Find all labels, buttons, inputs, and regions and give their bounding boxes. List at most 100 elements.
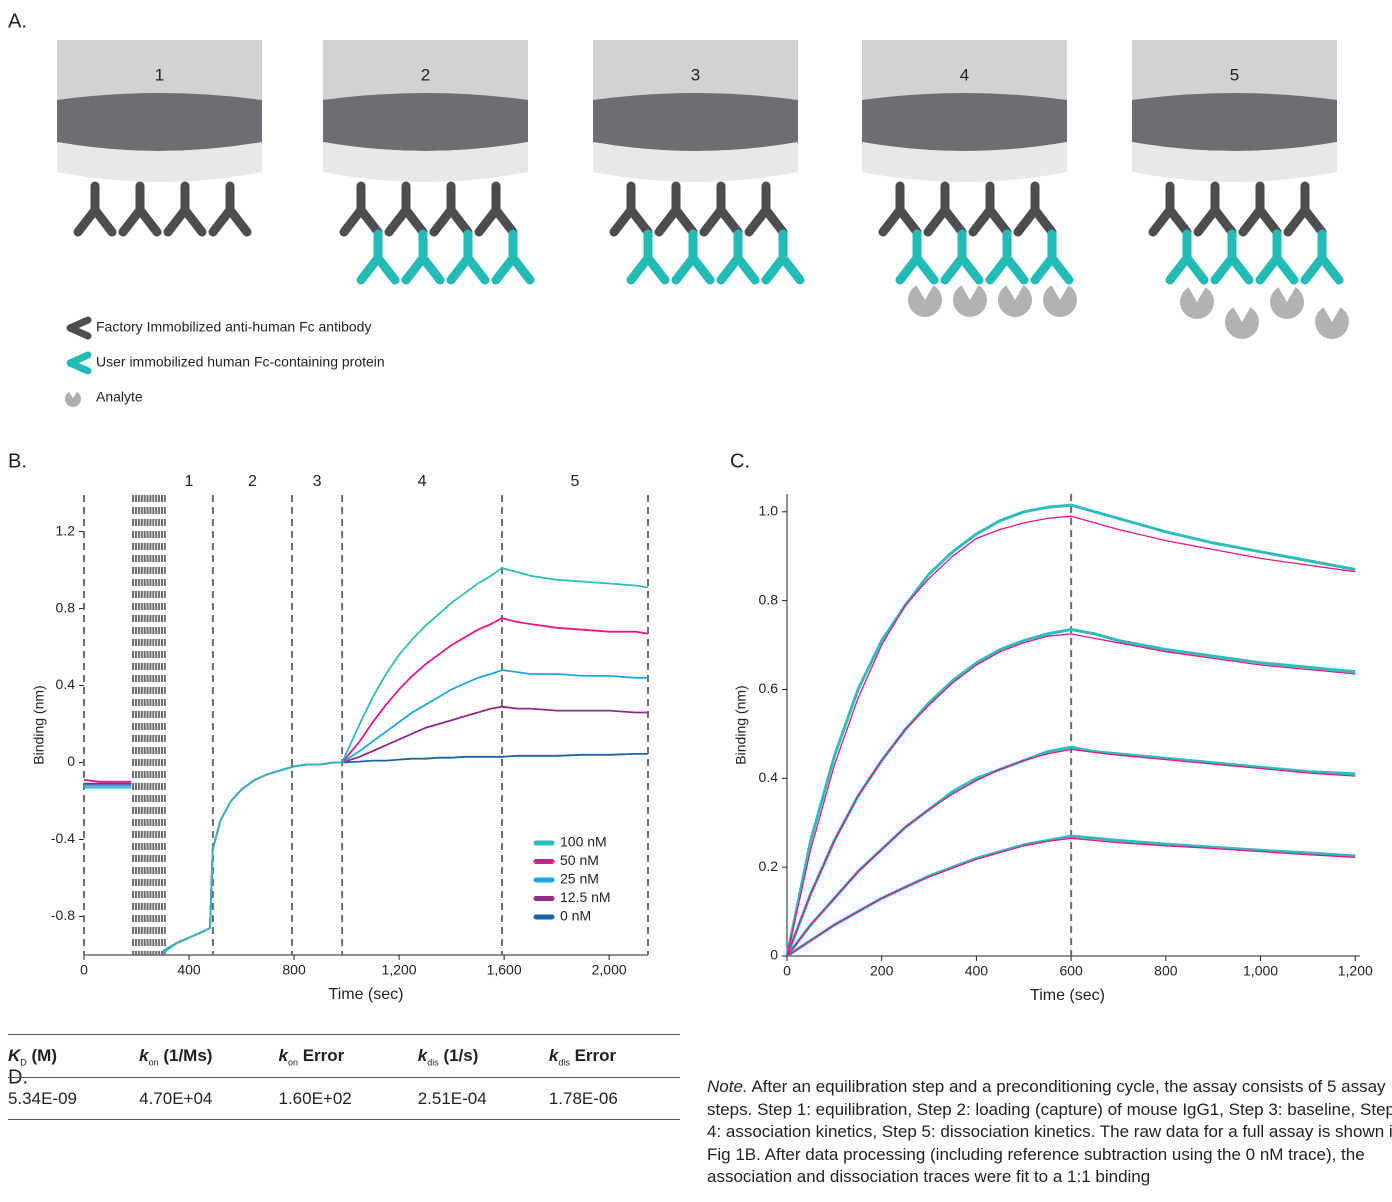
x-tick-label: 1,600 <box>487 962 522 978</box>
antibody-icon <box>70 320 88 336</box>
analyte <box>998 285 1032 317</box>
table-cell: 1.78E-06 <box>549 1078 680 1120</box>
anti-fc-antibody <box>479 186 513 232</box>
legend-label: 12.5 nM <box>560 889 611 905</box>
analyte-icon <box>65 392 81 407</box>
analyte <box>1225 307 1259 339</box>
header-symbol: k <box>279 1046 288 1065</box>
step-label: 3 <box>313 473 322 490</box>
y-tick-label: 0.2 <box>759 858 779 874</box>
y-tick-label: 1.2 <box>56 522 76 538</box>
x-tick-label: 0 <box>80 962 88 978</box>
anti-fc-antibody <box>614 186 648 232</box>
fc-protein <box>1035 234 1069 280</box>
x-tick-label: 1,000 <box>1243 963 1278 979</box>
anti-fc-antibody <box>434 186 468 232</box>
legend-label: 100 nM <box>560 834 607 850</box>
table-cell: 4.70E+04 <box>139 1078 278 1120</box>
header-subscript: on <box>288 1057 298 1067</box>
y-tick-label: -0.4 <box>51 830 75 846</box>
fc-protein <box>451 234 485 280</box>
sensor-number: 4 <box>960 65 969 84</box>
anti-fc-antibody <box>389 186 423 232</box>
fc-protein <box>900 234 934 280</box>
x-tick-label: 800 <box>1154 963 1178 979</box>
page: {"panel_labels": ["A.", "B.", "C.", "D."… <box>0 0 1392 1202</box>
panel-label: C. <box>730 450 750 472</box>
y-axis-title: Binding (nm) <box>31 685 47 764</box>
anti-fc-antibody <box>704 186 738 232</box>
column-header: KD (M) <box>8 1035 139 1078</box>
fc-protein <box>721 234 755 280</box>
x-tick-label: 600 <box>1059 963 1083 979</box>
analyte <box>908 285 942 317</box>
x-tick-label: 0 <box>783 963 791 979</box>
x-tick-label: 2,000 <box>592 962 627 978</box>
note-lead: Note. <box>707 1077 748 1096</box>
fc-protein <box>945 234 979 280</box>
column-header: kdis (1/s) <box>418 1035 549 1078</box>
analyte <box>1315 307 1349 339</box>
column-header: kdis Error <box>549 1035 680 1078</box>
analyte <box>1270 287 1304 319</box>
fc-protein <box>676 234 710 280</box>
fc-protein <box>990 234 1024 280</box>
analyte <box>1180 287 1214 319</box>
anti-fc-antibody <box>1288 186 1322 232</box>
header-subscript: D <box>20 1057 27 1067</box>
y-tick-label: 1.0 <box>759 502 779 518</box>
header-unit: Error <box>303 1046 345 1065</box>
legend-label: 50 nM <box>560 852 599 868</box>
header-symbol: k <box>139 1046 148 1065</box>
anti-fc-antibody <box>659 186 693 232</box>
anti-fc-antibody <box>928 186 962 232</box>
legend-text: Factory Immobilized anti-human Fc antibo… <box>96 319 371 335</box>
anti-fc-antibody <box>1018 186 1052 232</box>
y-tick-label: 0.8 <box>56 599 76 615</box>
sensor-number: 3 <box>691 65 700 84</box>
anti-fc-antibody <box>344 186 378 232</box>
sensor-band <box>593 93 798 151</box>
header-symbol: k <box>549 1046 558 1065</box>
figure: A. B. C. D. Factory Immobilized anti-hum… <box>0 0 1392 1202</box>
step-label: 4 <box>418 473 427 490</box>
legend-label: 25 nM <box>560 871 599 887</box>
sensor: 1 <box>57 40 262 232</box>
sensor-number: 1 <box>155 65 164 84</box>
y-tick-label: 0 <box>67 753 75 769</box>
fc-protein <box>361 234 395 280</box>
sensor-band <box>323 93 528 151</box>
sensor-band <box>1132 93 1337 151</box>
legend-text: User immobilized human Fc-containing pro… <box>96 354 385 370</box>
anti-fc-antibody <box>1243 186 1277 232</box>
sensor-number: 5 <box>1230 65 1239 84</box>
header-unit: (1/s) <box>443 1046 478 1065</box>
sensor: 2 <box>323 40 530 280</box>
x-tick-label: 400 <box>177 962 201 978</box>
step-label: 5 <box>571 473 580 490</box>
header-subscript: dis <box>427 1057 439 1067</box>
note: Note. After an equilibration step and a … <box>707 1076 1392 1189</box>
anti-fc-antibody <box>1198 186 1232 232</box>
y-tick-label: 0.6 <box>759 680 779 696</box>
table-cell: 2.51E-04 <box>418 1078 549 1120</box>
anti-fc-antibody <box>213 186 247 232</box>
header-unit: (1/Ms) <box>163 1046 212 1065</box>
anti-fc-antibody <box>78 186 112 232</box>
x-tick-label: 400 <box>965 963 989 979</box>
anti-fc-antibody <box>973 186 1007 232</box>
sensor-band <box>862 93 1067 151</box>
protein-icon <box>70 355 88 371</box>
analyte <box>953 285 987 317</box>
diagram-legend: Factory Immobilized anti-human Fc antibo… <box>65 319 385 407</box>
x-tick-label: 800 <box>282 962 306 978</box>
table-cell: 5.34E-09 <box>8 1078 139 1120</box>
sensor: 5 <box>1132 40 1349 339</box>
column-header: kon Error <box>279 1035 418 1078</box>
step-label: 1 <box>184 473 193 490</box>
header-subscript: dis <box>558 1057 570 1067</box>
x-axis-title: Time (sec) <box>329 986 404 1003</box>
x-tick-label: 1,200 <box>382 962 417 978</box>
panel-label: B. <box>8 450 27 472</box>
